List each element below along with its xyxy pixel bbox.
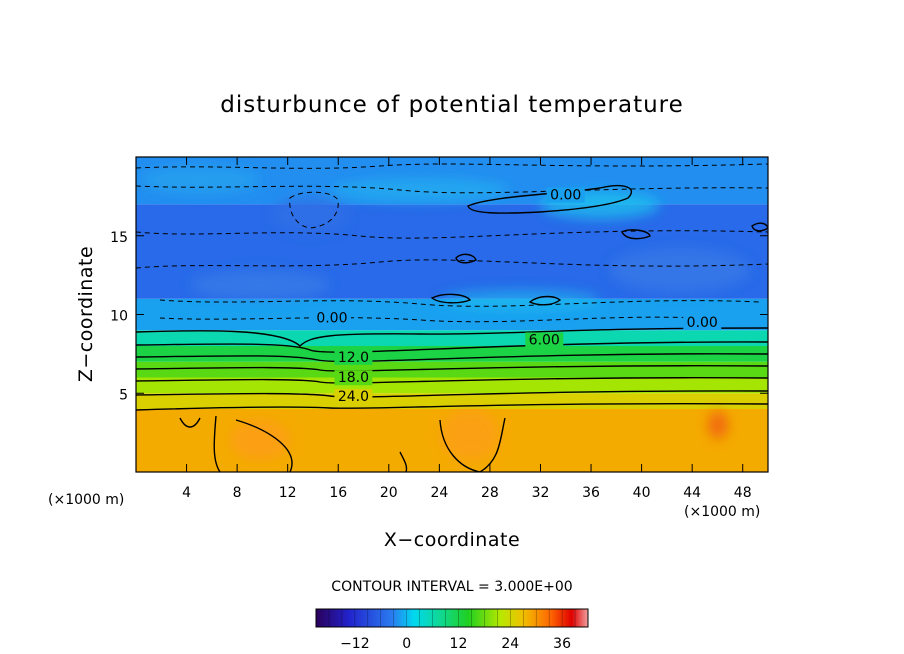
x-tick-label: 44 [683, 485, 701, 501]
contour-label-bg [546, 187, 585, 203]
x-tick-label: 4 [182, 485, 191, 501]
y-tick-label: 5 [119, 387, 128, 403]
contour-interval: CONTOUR INTERVAL = 3.000E+00 [331, 579, 572, 595]
x-tick-label: 36 [582, 485, 600, 501]
y-tick-label: 10 [110, 309, 128, 325]
contour-label: 0.00 [316, 310, 347, 326]
contour-label-bg [525, 332, 564, 348]
colorbar-tick-label: −12 [340, 636, 370, 652]
field-layer-2 [136, 377, 768, 394]
contour-label: 6.00 [529, 332, 560, 348]
negative-contour-lines [136, 163, 768, 323]
contour-labels: 0.00 0.00 0.00 6.00 12.0 18.0 24.0 [312, 187, 722, 405]
contour-label: 24.0 [338, 389, 369, 405]
contour-label: 0.00 [550, 188, 581, 204]
x-tick-label: 28 [481, 485, 499, 501]
field-layer-1 [136, 393, 768, 409]
chart-title: disturbunce of potential temperature [220, 92, 684, 118]
y-tick-label: 15 [110, 230, 128, 246]
x-tick-label: 48 [734, 485, 752, 501]
x-unit-right: (×1000 m) [684, 504, 760, 520]
plot-area [136, 157, 768, 472]
field-texture [140, 166, 750, 461]
x-tick-label: 40 [633, 485, 651, 501]
colorbar-tick-label: 36 [553, 636, 571, 652]
colorbar-ticks: −12 0 12 24 36 [315, 609, 589, 652]
contour-label-bg [683, 315, 722, 331]
y-axis: 5 10 15 [110, 230, 768, 403]
x-tick-label: 32 [532, 485, 550, 501]
colorbar-tick-label: 24 [501, 636, 519, 652]
x-tick-label: 20 [380, 485, 398, 501]
y-axis-label: Z−coordinate [75, 246, 97, 382]
colorbar [315, 608, 589, 628]
x-tick-label: 16 [329, 485, 347, 501]
x-axis-label: X−coordinate [384, 529, 520, 551]
contour-label-bg [334, 349, 373, 365]
contour-label: 18.0 [338, 370, 369, 386]
field-layer-3 [136, 361, 768, 378]
contour-label-bg [334, 389, 373, 405]
x-unit-left: (×1000 m) [48, 492, 124, 508]
contour-label-bg [334, 370, 373, 386]
contour-label: 12.0 [338, 350, 369, 366]
x-tick-label: 12 [279, 485, 297, 501]
colorbar-tick-label: 12 [450, 636, 468, 652]
contour-label-bg [312, 310, 351, 326]
x-axis: 4 8 12 16 20 24 28 32 36 40 44 48 [182, 157, 752, 501]
x-tick-label: 24 [430, 485, 448, 501]
colorbar-tick-label: 0 [402, 636, 411, 652]
contour-label: 0.00 [687, 315, 718, 331]
x-tick-label: 8 [233, 485, 242, 501]
